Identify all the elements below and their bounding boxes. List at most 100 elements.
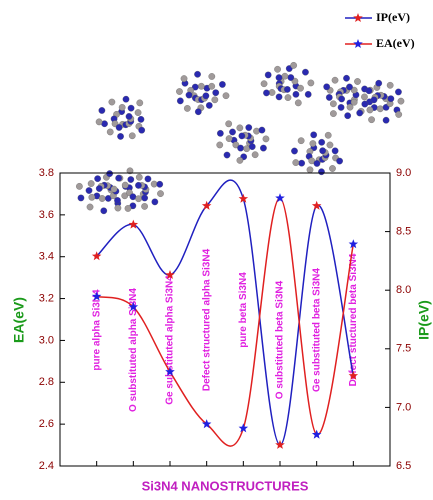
y-tick-label: 3.8 <box>39 167 54 179</box>
atom <box>110 185 118 193</box>
atom <box>275 74 283 81</box>
star-marker <box>348 370 359 380</box>
atom <box>194 108 202 116</box>
atom <box>382 103 390 111</box>
atom <box>202 92 210 100</box>
atom <box>216 141 224 149</box>
y-tick-label: 3.6 <box>39 209 54 221</box>
atom <box>117 133 124 140</box>
molecule-images <box>76 62 405 215</box>
atom <box>238 132 246 140</box>
atom <box>387 95 395 103</box>
atom <box>157 190 164 197</box>
atom <box>180 75 188 82</box>
atom <box>306 166 314 174</box>
atom <box>326 141 334 149</box>
atom <box>395 88 402 96</box>
atom <box>85 187 93 194</box>
atom <box>324 131 332 139</box>
atom <box>114 204 122 212</box>
atom <box>331 76 339 84</box>
y-tick-label: 3.4 <box>39 251 54 263</box>
atom <box>292 90 300 98</box>
atom <box>365 87 373 95</box>
atom <box>197 82 205 90</box>
atom <box>236 124 244 132</box>
atom <box>302 68 309 76</box>
atom <box>350 86 358 94</box>
atom <box>274 65 281 73</box>
x-category-label: O substituted beta Si3N4 <box>275 280 286 399</box>
plot-frame <box>59 172 391 467</box>
x-category-label: Ge substituted beta Si3N4 <box>311 268 322 392</box>
atom <box>337 104 345 111</box>
atom <box>217 129 224 137</box>
atom <box>129 193 137 201</box>
atom <box>135 182 142 189</box>
atom <box>260 144 267 152</box>
atom <box>346 83 353 91</box>
atom <box>134 109 142 116</box>
atom <box>330 100 337 108</box>
y2-tick-label: 9.0 <box>396 167 411 179</box>
star-marker <box>238 193 249 203</box>
atom <box>208 73 216 80</box>
atom <box>114 197 121 204</box>
atom <box>237 144 244 152</box>
y2-tick-label: 6.5 <box>396 460 411 472</box>
star-marker <box>275 439 285 449</box>
atom <box>291 147 298 155</box>
atom <box>127 104 135 112</box>
atom <box>275 93 283 101</box>
star-marker <box>348 239 359 249</box>
star-marker <box>275 193 285 203</box>
y-axis-title: EA(eV) <box>11 297 27 343</box>
y-tick-label: 2.4 <box>39 460 54 472</box>
atom <box>361 100 369 108</box>
atom <box>319 147 326 155</box>
atom <box>323 83 331 91</box>
legend-marker <box>353 39 363 48</box>
atom <box>76 183 83 190</box>
atom <box>77 194 85 202</box>
atom <box>294 99 302 107</box>
atom <box>106 170 113 177</box>
star-marker <box>165 270 175 279</box>
atom <box>336 157 343 165</box>
atom <box>211 96 219 104</box>
atom <box>183 105 191 112</box>
atom <box>118 104 126 111</box>
atom <box>245 124 253 131</box>
legend-label: IP(eV) <box>376 10 410 24</box>
atom <box>307 79 315 87</box>
atom <box>115 174 123 182</box>
atom <box>309 140 317 147</box>
star-marker <box>201 200 212 210</box>
atom <box>121 181 129 189</box>
atom <box>176 88 183 95</box>
x-category-label: pure beta Si3N4 <box>238 272 249 348</box>
atom <box>205 102 213 109</box>
star-marker <box>91 251 102 261</box>
atom <box>287 74 295 81</box>
atom <box>121 192 129 200</box>
atom <box>225 135 233 142</box>
atom <box>137 116 145 123</box>
atom <box>236 157 244 164</box>
atom <box>304 91 312 98</box>
atom <box>350 98 358 106</box>
atom <box>87 180 95 187</box>
atom <box>330 110 337 117</box>
atom <box>318 168 325 176</box>
x-category-label: Defect structured alpha Si3N4 <box>201 248 212 391</box>
atom <box>297 137 305 145</box>
atom <box>375 79 383 87</box>
y2-tick-label: 7.5 <box>396 343 411 355</box>
star-marker <box>238 423 249 433</box>
atom <box>122 95 130 103</box>
atom <box>313 160 321 167</box>
atom <box>262 135 270 143</box>
atom <box>135 195 142 203</box>
star-marker <box>311 429 322 439</box>
atom <box>108 98 116 106</box>
